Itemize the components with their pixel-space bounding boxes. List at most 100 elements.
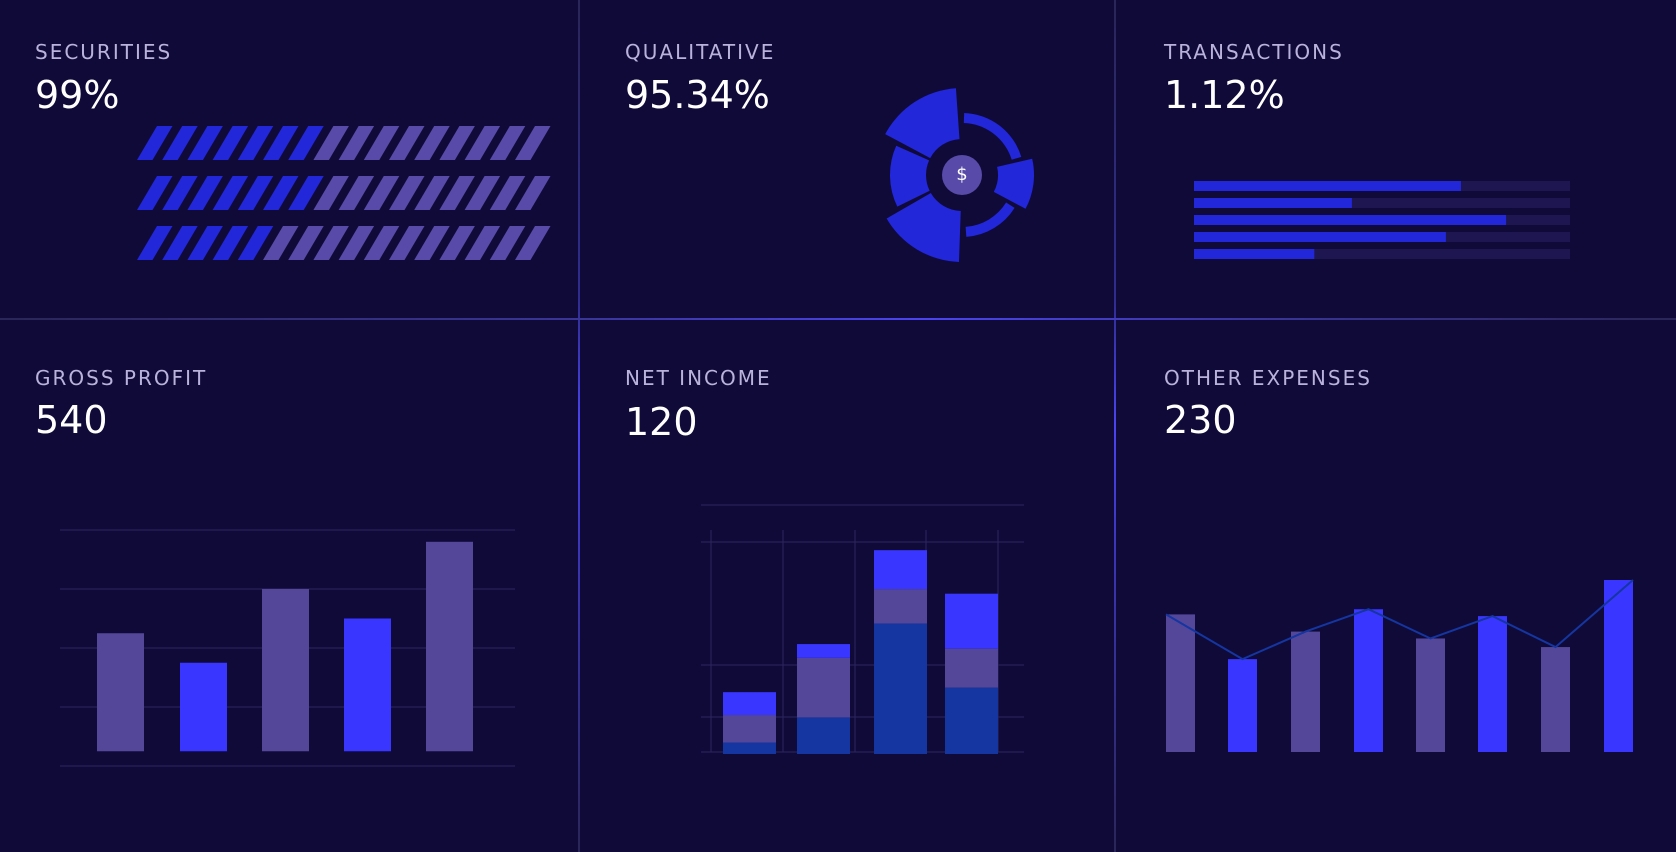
divider-vertical-right [1114, 0, 1116, 852]
transactions-bar-4 [1194, 249, 1315, 259]
net-income-bar-1-segment-1 [797, 657, 850, 718]
securities-stripe-2-12 [439, 226, 475, 260]
qualitative-panel: QUALITATIVE 95.34% $ [580, 0, 1114, 318]
transactions-label: TRANSACTIONS [1164, 40, 1344, 64]
securities-stripe-2-9 [363, 226, 400, 260]
net-income-panel: NET INCOME 120 [580, 320, 1114, 852]
other-expenses-bar-5 [1478, 616, 1507, 752]
net-income-bar-2-segment-1 [874, 589, 927, 624]
securities-stripe-0-3 [212, 126, 249, 160]
securities-stripe-1-14 [489, 176, 526, 210]
net-income-bar-2-segment-0 [874, 623, 927, 754]
securities-stripe-1-13 [464, 176, 501, 210]
securities-stripe-1-2 [187, 176, 223, 210]
securities-stripe-0-11 [414, 126, 450, 160]
net-income-bar-1-segment-2 [797, 644, 850, 658]
securities-stripe-1-8 [338, 176, 375, 210]
divider-vertical-left [578, 0, 580, 852]
securities-stripe-2-10 [389, 226, 425, 260]
securities-striped-chart [137, 126, 551, 260]
divider-horizontal [0, 318, 1676, 320]
net-income-bar-2-segment-2 [874, 550, 927, 590]
securities-stripe-1-4 [237, 176, 274, 210]
other-expenses-panel: OTHER EXPENSES 230 [1116, 320, 1676, 852]
securities-stripe-1-10 [389, 176, 425, 210]
securities-stripe-0-0 [137, 126, 173, 160]
other-expenses-bar-7 [1604, 580, 1633, 752]
securities-stripe-0-13 [464, 126, 501, 160]
securities-stripe-1-3 [212, 176, 249, 210]
securities-stripe-1-7 [313, 176, 349, 210]
net-income-label: NET INCOME [625, 366, 772, 390]
dollar-icon: $ [942, 155, 982, 195]
qualitative-segment-1 [993, 158, 1034, 209]
securities-stripe-1-12 [439, 176, 475, 210]
net-income-stacked-chart [701, 504, 1024, 754]
transactions-panel: TRANSACTIONS 1.12% [1116, 0, 1676, 318]
qualitative-segment-5 [885, 88, 960, 159]
securities-stripe-0-7 [313, 126, 349, 160]
qualitative-value: 95.34% [625, 73, 770, 117]
other-expenses-bar-2 [1291, 631, 1320, 752]
transactions-bar-3 [1194, 232, 1446, 242]
securities-stripe-1-1 [162, 176, 198, 210]
net-income-value: 120 [625, 400, 698, 444]
transactions-track-1 [1194, 198, 1570, 208]
securities-stripe-2-4 [237, 226, 274, 260]
qualitative-segment-0 [963, 113, 1022, 160]
transactions-track-4 [1194, 249, 1570, 259]
gross-profit-bar-3 [344, 618, 391, 752]
securities-stripe-0-4 [237, 126, 274, 160]
securities-stripe-0-1 [162, 126, 198, 160]
other-expenses-value: 230 [1164, 398, 1237, 442]
other-expenses-line [1165, 579, 1634, 661]
other-expenses-bar-6 [1541, 647, 1570, 752]
securities-panel: SECURITIES 99% [0, 0, 578, 318]
securities-stripe-1-0 [137, 176, 173, 210]
qualitative-segment-2 [965, 202, 1015, 237]
qualitative-segment-3 [886, 193, 961, 262]
gross-profit-label: GROSS PROFIT [35, 366, 208, 390]
securities-stripe-1-5 [263, 176, 299, 210]
gross-profit-bar-2 [262, 589, 309, 752]
securities-stripe-1-6 [288, 176, 324, 210]
transactions-bar-chart [1194, 181, 1570, 259]
gross-profit-value: 540 [35, 398, 108, 442]
net-income-bar-0-segment-0 [723, 742, 776, 754]
securities-stripe-0-10 [389, 126, 425, 160]
transactions-bar-1 [1194, 198, 1352, 208]
securities-stripe-0-5 [263, 126, 299, 160]
securities-stripe-2-8 [338, 226, 375, 260]
securities-stripe-2-1 [162, 226, 198, 260]
net-income-bar-0-segment-1 [723, 715, 776, 743]
other-expenses-bar-4 [1416, 638, 1445, 752]
securities-stripe-1-11 [414, 176, 450, 210]
securities-stripe-1-9 [363, 176, 400, 210]
transactions-bar-2 [1194, 215, 1507, 225]
securities-stripe-0-9 [363, 126, 400, 160]
securities-stripe-2-11 [414, 226, 450, 260]
securities-stripe-2-0 [137, 226, 173, 260]
transactions-value: 1.12% [1164, 73, 1285, 117]
gross-profit-bar-0 [97, 633, 144, 752]
securities-value: 99% [35, 73, 120, 117]
securities-stripe-0-15 [515, 126, 551, 160]
other-expenses-area-chart [1165, 579, 1634, 752]
securities-stripe-2-15 [515, 226, 551, 260]
other-expenses-bar-0 [1166, 614, 1195, 752]
securities-stripe-1-15 [515, 176, 551, 210]
qualitative-label: QUALITATIVE [625, 40, 776, 64]
securities-stripe-2-13 [464, 226, 501, 260]
net-income-bar-3-segment-2 [945, 593, 998, 649]
securities-stripe-0-2 [187, 126, 223, 160]
gross-profit-bar-1 [180, 662, 227, 752]
net-income-bar-3-segment-0 [945, 687, 998, 754]
securities-stripe-2-7 [313, 226, 349, 260]
securities-stripe-0-12 [439, 126, 475, 160]
transactions-bar-0 [1194, 181, 1461, 191]
other-expenses-bar-1 [1228, 659, 1257, 752]
securities-stripe-2-5 [263, 226, 299, 260]
qualitative-segment-4 [890, 145, 930, 207]
net-income-bar-0-segment-2 [723, 692, 776, 716]
gross-profit-bar-4 [426, 541, 473, 752]
